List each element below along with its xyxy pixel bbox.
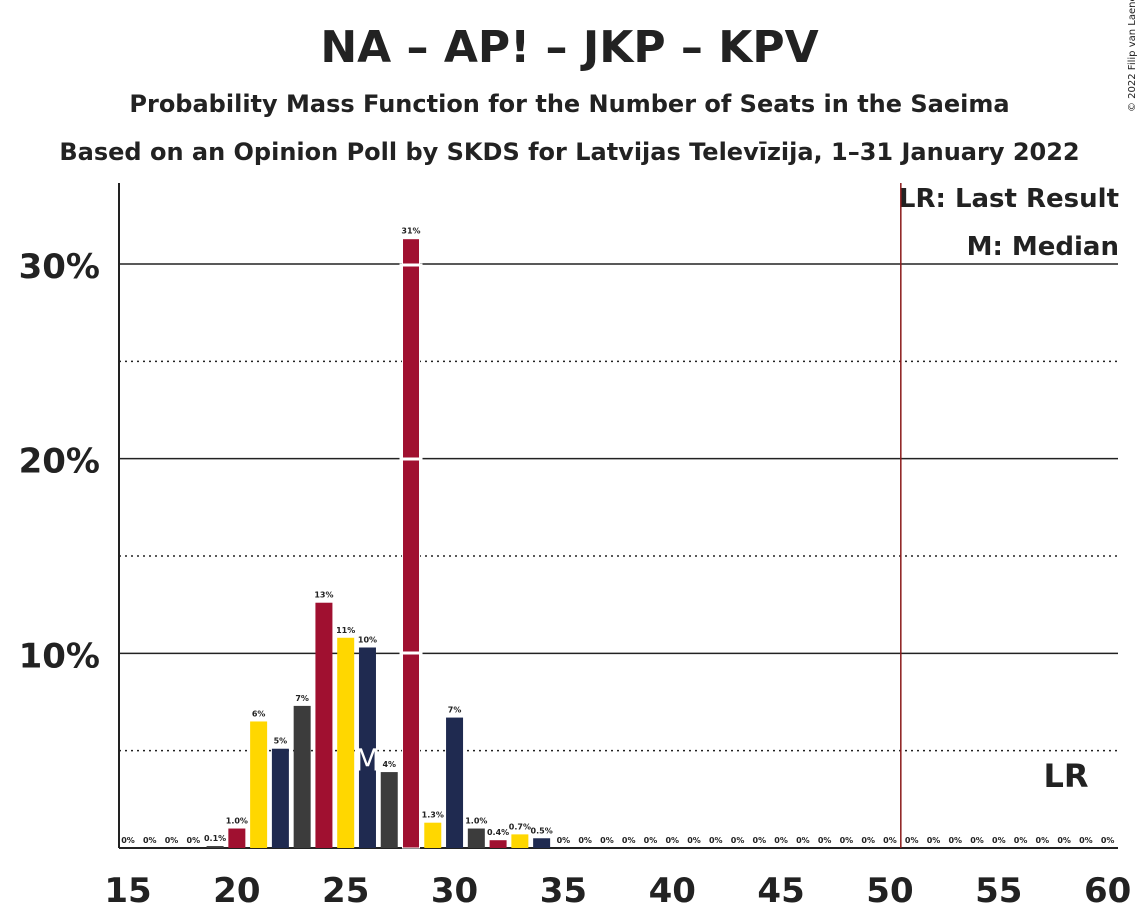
- x-tick-label: 15: [104, 871, 151, 911]
- data-label: 0%: [1057, 836, 1071, 845]
- chart-title: NA – AP! – JKP – KPV: [320, 22, 819, 73]
- data-label: 0%: [600, 836, 614, 845]
- legend-median: M: Median: [966, 232, 1119, 262]
- data-label: 0%: [774, 836, 788, 845]
- x-tick-label: 45: [757, 871, 804, 911]
- data-label: 0.4%: [487, 828, 509, 837]
- data-label: 0.7%: [509, 822, 531, 831]
- data-label: 0%: [143, 836, 157, 845]
- data-label: 0%: [578, 836, 592, 845]
- data-label: 1.0%: [465, 817, 487, 826]
- data-label: 0%: [840, 836, 854, 845]
- data-label: 0%: [731, 836, 745, 845]
- chart-subtitle-poll: Based on an Opinion Poll by SKDS for Lat…: [59, 138, 1080, 166]
- bar: [228, 828, 246, 848]
- data-label: 7%: [295, 694, 309, 703]
- data-label: 0%: [796, 836, 810, 845]
- bar: [467, 828, 485, 848]
- data-label: 0%: [818, 836, 832, 845]
- x-tick-label: 30: [431, 871, 478, 911]
- data-label: 0%: [1079, 836, 1093, 845]
- bar: [315, 602, 333, 848]
- data-label: 0%: [165, 836, 179, 845]
- bar: [380, 772, 398, 848]
- data-label: 1.0%: [226, 817, 248, 826]
- data-label: 11%: [336, 626, 355, 635]
- data-label: 0%: [970, 836, 984, 845]
- y-tick-label: 10%: [19, 636, 100, 676]
- bar: [250, 721, 268, 848]
- median-marker: M: [355, 743, 381, 778]
- data-label: 0%: [687, 836, 701, 845]
- data-label: 0.5%: [531, 826, 553, 835]
- chart-subtitle: Probability Mass Function for the Number…: [129, 90, 1010, 118]
- data-label: 5%: [274, 737, 288, 746]
- x-tick-label: 20: [213, 871, 260, 911]
- legend-last-result: LR: Last Result: [898, 184, 1119, 214]
- bar: [446, 717, 464, 848]
- data-label: 0%: [557, 836, 571, 845]
- data-label: 0%: [709, 836, 723, 845]
- data-label: 0%: [187, 836, 201, 845]
- x-tick-label: 55: [975, 871, 1022, 911]
- bar: [424, 822, 442, 848]
- data-label: 0%: [1036, 836, 1050, 845]
- bar: [402, 238, 421, 849]
- data-label: 7%: [448, 706, 462, 715]
- data-label: 0.1%: [204, 834, 226, 843]
- data-label: 4%: [382, 760, 396, 769]
- x-tick-label: 25: [322, 871, 369, 911]
- bar: [206, 846, 224, 848]
- bar: [489, 840, 507, 848]
- y-tick-label: 30%: [19, 247, 100, 287]
- data-label: 0%: [883, 836, 897, 845]
- data-label: 0%: [927, 836, 941, 845]
- data-label: 0%: [121, 836, 135, 845]
- bar: [511, 834, 529, 848]
- data-label: 0%: [861, 836, 875, 845]
- x-tick-label: 40: [649, 871, 696, 911]
- bar: [293, 705, 311, 848]
- data-label: 13%: [314, 591, 333, 600]
- data-label: 10%: [358, 635, 377, 644]
- bar: [337, 637, 355, 848]
- data-label: 0%: [992, 836, 1006, 845]
- bar: [358, 647, 376, 848]
- data-label: 6%: [252, 709, 266, 718]
- data-label: 0%: [905, 836, 919, 845]
- bar: [533, 838, 551, 848]
- x-tick-label: 50: [866, 871, 913, 911]
- y-tick-label: 20%: [19, 442, 100, 482]
- data-label: 1.3%: [422, 811, 444, 820]
- data-label: 0%: [622, 836, 636, 845]
- data-label: 31%: [401, 227, 420, 236]
- data-label: 0%: [753, 836, 767, 845]
- data-label: 0%: [1014, 836, 1028, 845]
- data-label: 0%: [1101, 836, 1115, 845]
- x-tick-label: 60: [1084, 871, 1131, 911]
- last-result-label: LR: [1043, 757, 1088, 795]
- data-label: 0%: [644, 836, 658, 845]
- data-label: 0%: [665, 836, 679, 845]
- data-label: 0%: [948, 836, 962, 845]
- bar: [271, 748, 289, 848]
- x-tick-label: 35: [540, 871, 587, 911]
